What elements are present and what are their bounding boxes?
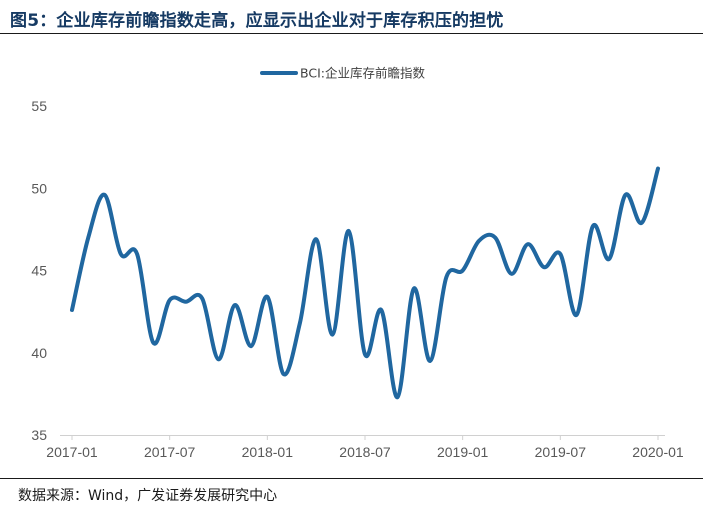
y-tick-label: 45 bbox=[31, 263, 47, 279]
data-point bbox=[444, 275, 448, 279]
data-point bbox=[461, 269, 465, 273]
source-note: 数据来源：Wind，广发证券发展研究中心 bbox=[18, 488, 278, 504]
data-point bbox=[217, 357, 221, 361]
data-point bbox=[184, 300, 188, 304]
data-point bbox=[558, 252, 562, 256]
data-point bbox=[379, 308, 383, 312]
data-point bbox=[330, 333, 334, 337]
series-line-bci-inventory bbox=[70, 166, 660, 400]
x-tick-label: 2017-07 bbox=[144, 444, 196, 460]
x-tick-label: 2018-07 bbox=[339, 444, 391, 460]
data-point bbox=[640, 221, 644, 225]
data-point bbox=[135, 252, 139, 256]
y-tick-label: 50 bbox=[31, 180, 47, 196]
data-point bbox=[314, 237, 318, 241]
data-point bbox=[526, 242, 530, 246]
data-point bbox=[70, 308, 74, 312]
data-point bbox=[86, 236, 90, 240]
y-axis: 35 40 45 50 55 bbox=[31, 98, 47, 443]
data-point bbox=[119, 252, 123, 256]
data-point bbox=[623, 193, 627, 197]
x-tick-label: 2019-01 bbox=[437, 444, 489, 460]
data-point bbox=[591, 224, 595, 228]
chart-legend: BCI:企业库存前瞻指数 bbox=[260, 66, 425, 81]
data-point bbox=[347, 229, 351, 233]
data-point bbox=[103, 193, 107, 197]
data-point bbox=[607, 257, 611, 261]
data-point bbox=[656, 167, 660, 171]
data-point bbox=[428, 359, 432, 363]
data-point bbox=[412, 287, 416, 291]
x-tick-label: 2020-01 bbox=[632, 444, 684, 460]
bottom-rule bbox=[0, 478, 703, 479]
top-rule bbox=[0, 33, 703, 34]
series-points bbox=[70, 167, 660, 400]
y-tick-label: 55 bbox=[31, 98, 47, 114]
figure-title: 图5：企业库存前瞻指数走高，应显示出企业对于库存积压的担忧 bbox=[10, 11, 504, 31]
data-point bbox=[510, 272, 514, 276]
data-point bbox=[493, 236, 497, 240]
data-point bbox=[575, 313, 579, 317]
data-point bbox=[298, 321, 302, 325]
data-point bbox=[265, 295, 269, 299]
data-point bbox=[249, 344, 253, 348]
x-tick-label: 2017-01 bbox=[46, 444, 98, 460]
data-point bbox=[282, 372, 286, 376]
data-point bbox=[233, 303, 237, 307]
legend-label: BCI:企业库存前瞻指数 bbox=[300, 66, 425, 81]
data-point bbox=[542, 265, 546, 269]
data-point bbox=[151, 341, 155, 345]
x-tick-label: 2018-01 bbox=[242, 444, 294, 460]
data-point bbox=[396, 395, 400, 399]
y-tick-label: 40 bbox=[31, 345, 47, 361]
data-point bbox=[363, 352, 367, 356]
y-tick-label: 35 bbox=[31, 427, 47, 443]
x-tick-label: 2019-07 bbox=[535, 444, 587, 460]
data-point bbox=[200, 296, 204, 300]
data-point bbox=[477, 239, 481, 243]
x-axis: 2017-01 2017-07 2018-01 2018-07 2019-01 2019-… bbox=[46, 435, 684, 460]
data-point bbox=[168, 298, 172, 302]
